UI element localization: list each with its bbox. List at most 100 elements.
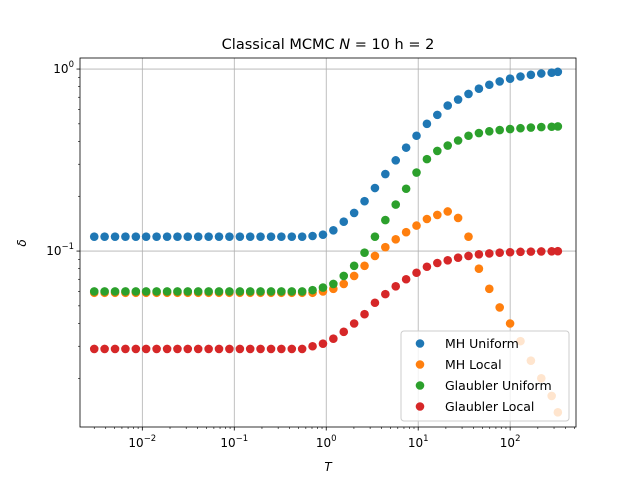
x-tick-exponent: −2: [144, 434, 157, 444]
legend-label-glaubler-uniform: Glaubler Uniform: [445, 378, 552, 393]
x-tick-base: 10: [128, 436, 143, 450]
point-glaubler-uniform: [453, 136, 463, 145]
point-glaubler-uniform: [516, 123, 525, 133]
chart-title: Classical MCMC N = 10 h = 2: [222, 37, 435, 53]
point-mh-uniform: [173, 232, 182, 241]
point-glaubler-local: [141, 344, 151, 354]
point-glaubler-uniform: [381, 215, 390, 225]
point-glaubler-uniform: [505, 124, 515, 134]
point-glaubler-uniform: [308, 285, 317, 295]
x-tick-label: 101: [408, 434, 429, 450]
point-glaubler-local: [89, 344, 99, 354]
legend-marker-glaubler-local: [415, 402, 425, 411]
point-mh-local: [453, 213, 463, 223]
legend: MH Uniform MH Local Glaubler Uniform Glaubl…: [400, 330, 570, 422]
point-glaubler-local: [360, 309, 369, 319]
point-glaubler-local: [287, 344, 297, 354]
point-mh-local: [339, 279, 349, 289]
y-tick-label: 100: [53, 60, 74, 76]
point-glaubler-uniform: [214, 287, 224, 296]
point-mh-uniform: [183, 232, 193, 241]
legend-label-glaubler-local: Glaubler Local: [445, 399, 534, 414]
point-glaubler-local: [505, 247, 515, 257]
point-mh-local: [505, 319, 515, 328]
point-mh-uniform: [453, 95, 463, 104]
point-glaubler-uniform: [256, 287, 265, 296]
point-mh-uniform: [121, 232, 130, 241]
point-glaubler-uniform: [422, 154, 432, 164]
point-glaubler-uniform: [464, 131, 473, 141]
point-glaubler-local: [193, 344, 203, 354]
point-glaubler-local: [308, 341, 317, 351]
point-glaubler-uniform: [391, 200, 401, 209]
point-mh-uniform: [152, 232, 161, 241]
y-tick-exponent: −1: [61, 242, 74, 252]
point-mh-local: [401, 227, 411, 237]
point-glaubler-uniform: [193, 287, 203, 296]
point-glaubler-uniform: [547, 122, 556, 132]
point-mh-uniform: [536, 69, 546, 78]
title-suffix: = 10 h = 2: [350, 37, 434, 53]
point-glaubler-local: [235, 344, 245, 354]
point-mh-local: [391, 235, 401, 244]
point-glaubler-local: [443, 255, 453, 265]
x-tick-label: 102: [500, 434, 521, 450]
point-mh-uniform: [443, 101, 453, 110]
x-tick-exponent: 0: [331, 434, 336, 444]
point-mh-uniform: [235, 232, 245, 241]
point-glaubler-local: [131, 344, 141, 354]
x-tick-exponent: −1: [236, 434, 249, 444]
point-mh-uniform: [360, 196, 369, 206]
point-mh-local: [370, 251, 380, 261]
series-mh-uniform: [89, 67, 563, 241]
point-glaubler-local: [152, 344, 161, 354]
point-glaubler-local: [495, 248, 504, 257]
point-glaubler-local: [547, 247, 556, 256]
y-tick-base: 10: [46, 244, 61, 258]
point-glaubler-uniform: [183, 287, 193, 296]
point-mh-uniform: [318, 230, 328, 239]
point-mh-uniform: [485, 80, 494, 90]
x-tick-label: 10−1: [220, 434, 248, 450]
point-glaubler-local: [110, 344, 120, 354]
point-mh-uniform: [245, 232, 255, 241]
point-mh-uniform: [266, 232, 276, 241]
point-glaubler-local: [536, 247, 546, 256]
point-mh-local: [474, 264, 484, 274]
x-tick-base: 10: [220, 436, 235, 450]
point-glaubler-uniform: [536, 122, 546, 132]
point-mh-uniform: [339, 217, 349, 226]
point-glaubler-local: [381, 289, 390, 299]
legend-marker-mh-local: [415, 360, 425, 369]
point-mh-local: [360, 261, 369, 271]
point-mh-uniform: [422, 119, 432, 129]
point-mh-uniform: [464, 89, 473, 99]
title-prefix: Classical MCMC: [222, 37, 340, 53]
point-glaubler-uniform: [318, 283, 328, 292]
y-tick-label: 10−1: [46, 242, 74, 258]
point-mh-local: [422, 214, 432, 224]
point-glaubler-local: [256, 344, 265, 354]
x-tick-exponent: 1: [423, 434, 428, 444]
point-glaubler-uniform: [235, 287, 245, 296]
point-glaubler-local: [204, 344, 213, 354]
point-glaubler-local: [277, 344, 286, 354]
point-mh-uniform: [433, 110, 442, 120]
point-mh-uniform: [412, 131, 421, 141]
point-glaubler-local: [391, 282, 401, 291]
point-glaubler-local: [433, 258, 442, 268]
x-tick-base: 10: [408, 436, 423, 450]
data-layer: [89, 67, 563, 417]
point-glaubler-uniform: [360, 248, 369, 257]
legend-label-mh-local: MH Local: [445, 357, 502, 372]
grid-layer: [80, 58, 576, 427]
point-glaubler-local: [214, 344, 224, 354]
point-mh-uniform: [204, 232, 213, 241]
point-glaubler-local: [474, 249, 484, 259]
point-glaubler-local: [401, 274, 411, 284]
point-mh-uniform: [256, 232, 265, 241]
point-glaubler-uniform: [204, 287, 213, 296]
legend-marker-glaubler-uniform: [415, 381, 425, 390]
point-glaubler-local: [225, 344, 234, 354]
